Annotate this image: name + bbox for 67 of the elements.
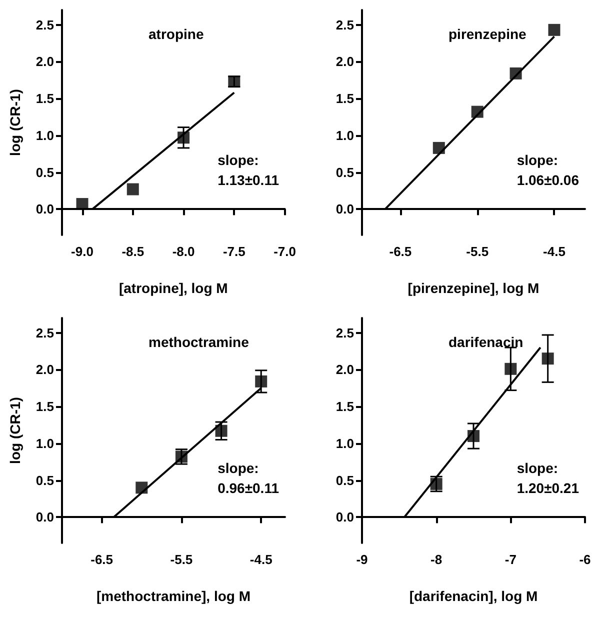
annotation: slope: 1.06±0.06 [516,152,580,188]
point [510,67,522,80]
point [76,198,88,210]
point [126,183,139,196]
annotation: slope: 0.96±0.11 [218,460,280,496]
y-tick-label: 0.0 [36,510,54,525]
y-tick-label: 2.5 [336,325,354,340]
y-tick-label: 1.5 [36,399,54,414]
y-axis-title: log (CR-1) [7,397,23,464]
x-tick-label: -6.5 [389,244,412,259]
point [471,106,484,118]
y-tick-label: 0.0 [36,202,54,217]
x-tick-label: -8 [430,552,442,567]
x-tick-label: -4.5 [250,552,272,567]
y-tick-label: 2.5 [36,17,54,32]
x-tick-label: -7 [504,552,516,567]
y-tick-label: 1.0 [336,436,354,451]
y-tick-label: 0.5 [36,472,54,488]
point [432,142,445,154]
x-axis-title: [methoctramine], log M [96,588,251,604]
y-tick-label: 0.5 [336,164,354,180]
x-tick-label: -6 [579,552,591,567]
y-tick-label: 1.5 [36,91,54,106]
point [215,424,228,437]
text: methoctramine [148,334,250,350]
x-tick-label: -8.0 [172,244,195,259]
x-tick-label: -4.5 [543,244,566,259]
y-tick-label: 1.5 [336,399,354,414]
x-tick-label: -8.5 [122,244,144,259]
y-tick-label: 1.0 [336,128,354,143]
x-tick-label: -6.5 [90,552,114,567]
x-tick-label: -7.5 [222,244,246,259]
point [136,482,148,494]
annotation: slope: 1.20±0.21 [516,460,580,496]
point [178,132,190,144]
text: atropine [148,26,204,42]
text: darifenacin [448,334,524,350]
x-tick-label: -9.0 [71,244,94,259]
point [468,430,480,442]
x-tick-label: -9 [356,552,368,567]
x-tick-label: -5.5 [466,244,489,259]
y-tick-label: 0.0 [336,510,354,525]
x-axis-title: [pirenzepine], log M [408,280,540,296]
x-tick-label: -5.5 [170,552,193,567]
point [255,375,268,388]
y-tick-label: 2.5 [36,325,54,340]
y-tick-label: 2.0 [336,362,354,378]
y-tick-label: 1.5 [336,91,354,106]
y-axis-title: log (CR-1) [7,89,23,156]
x-axis-title: [atropine], log M [118,280,228,296]
y-tick-label: 0.5 [336,472,354,488]
y-tick-label: 2.0 [36,362,54,378]
y-tick-label: 2.0 [36,54,54,70]
y-tick-label: 1.0 [36,436,54,451]
text: pirenzepine [448,26,527,42]
point [542,352,554,365]
y-tick-label: 0.5 [36,164,54,180]
annotation: slope: 1.13±0.11 [218,152,280,188]
y-tick-label: 0.0 [336,202,354,217]
y-tick-label: 2.5 [336,17,354,32]
x-tick-label: -7.0 [274,244,296,259]
y-tick-label: 1.0 [36,128,54,143]
point [548,24,560,36]
x-axis-title: [darifenacin], log M [409,588,538,604]
y-tick-label: 2.0 [336,54,354,70]
point [504,362,517,375]
point [430,478,442,490]
